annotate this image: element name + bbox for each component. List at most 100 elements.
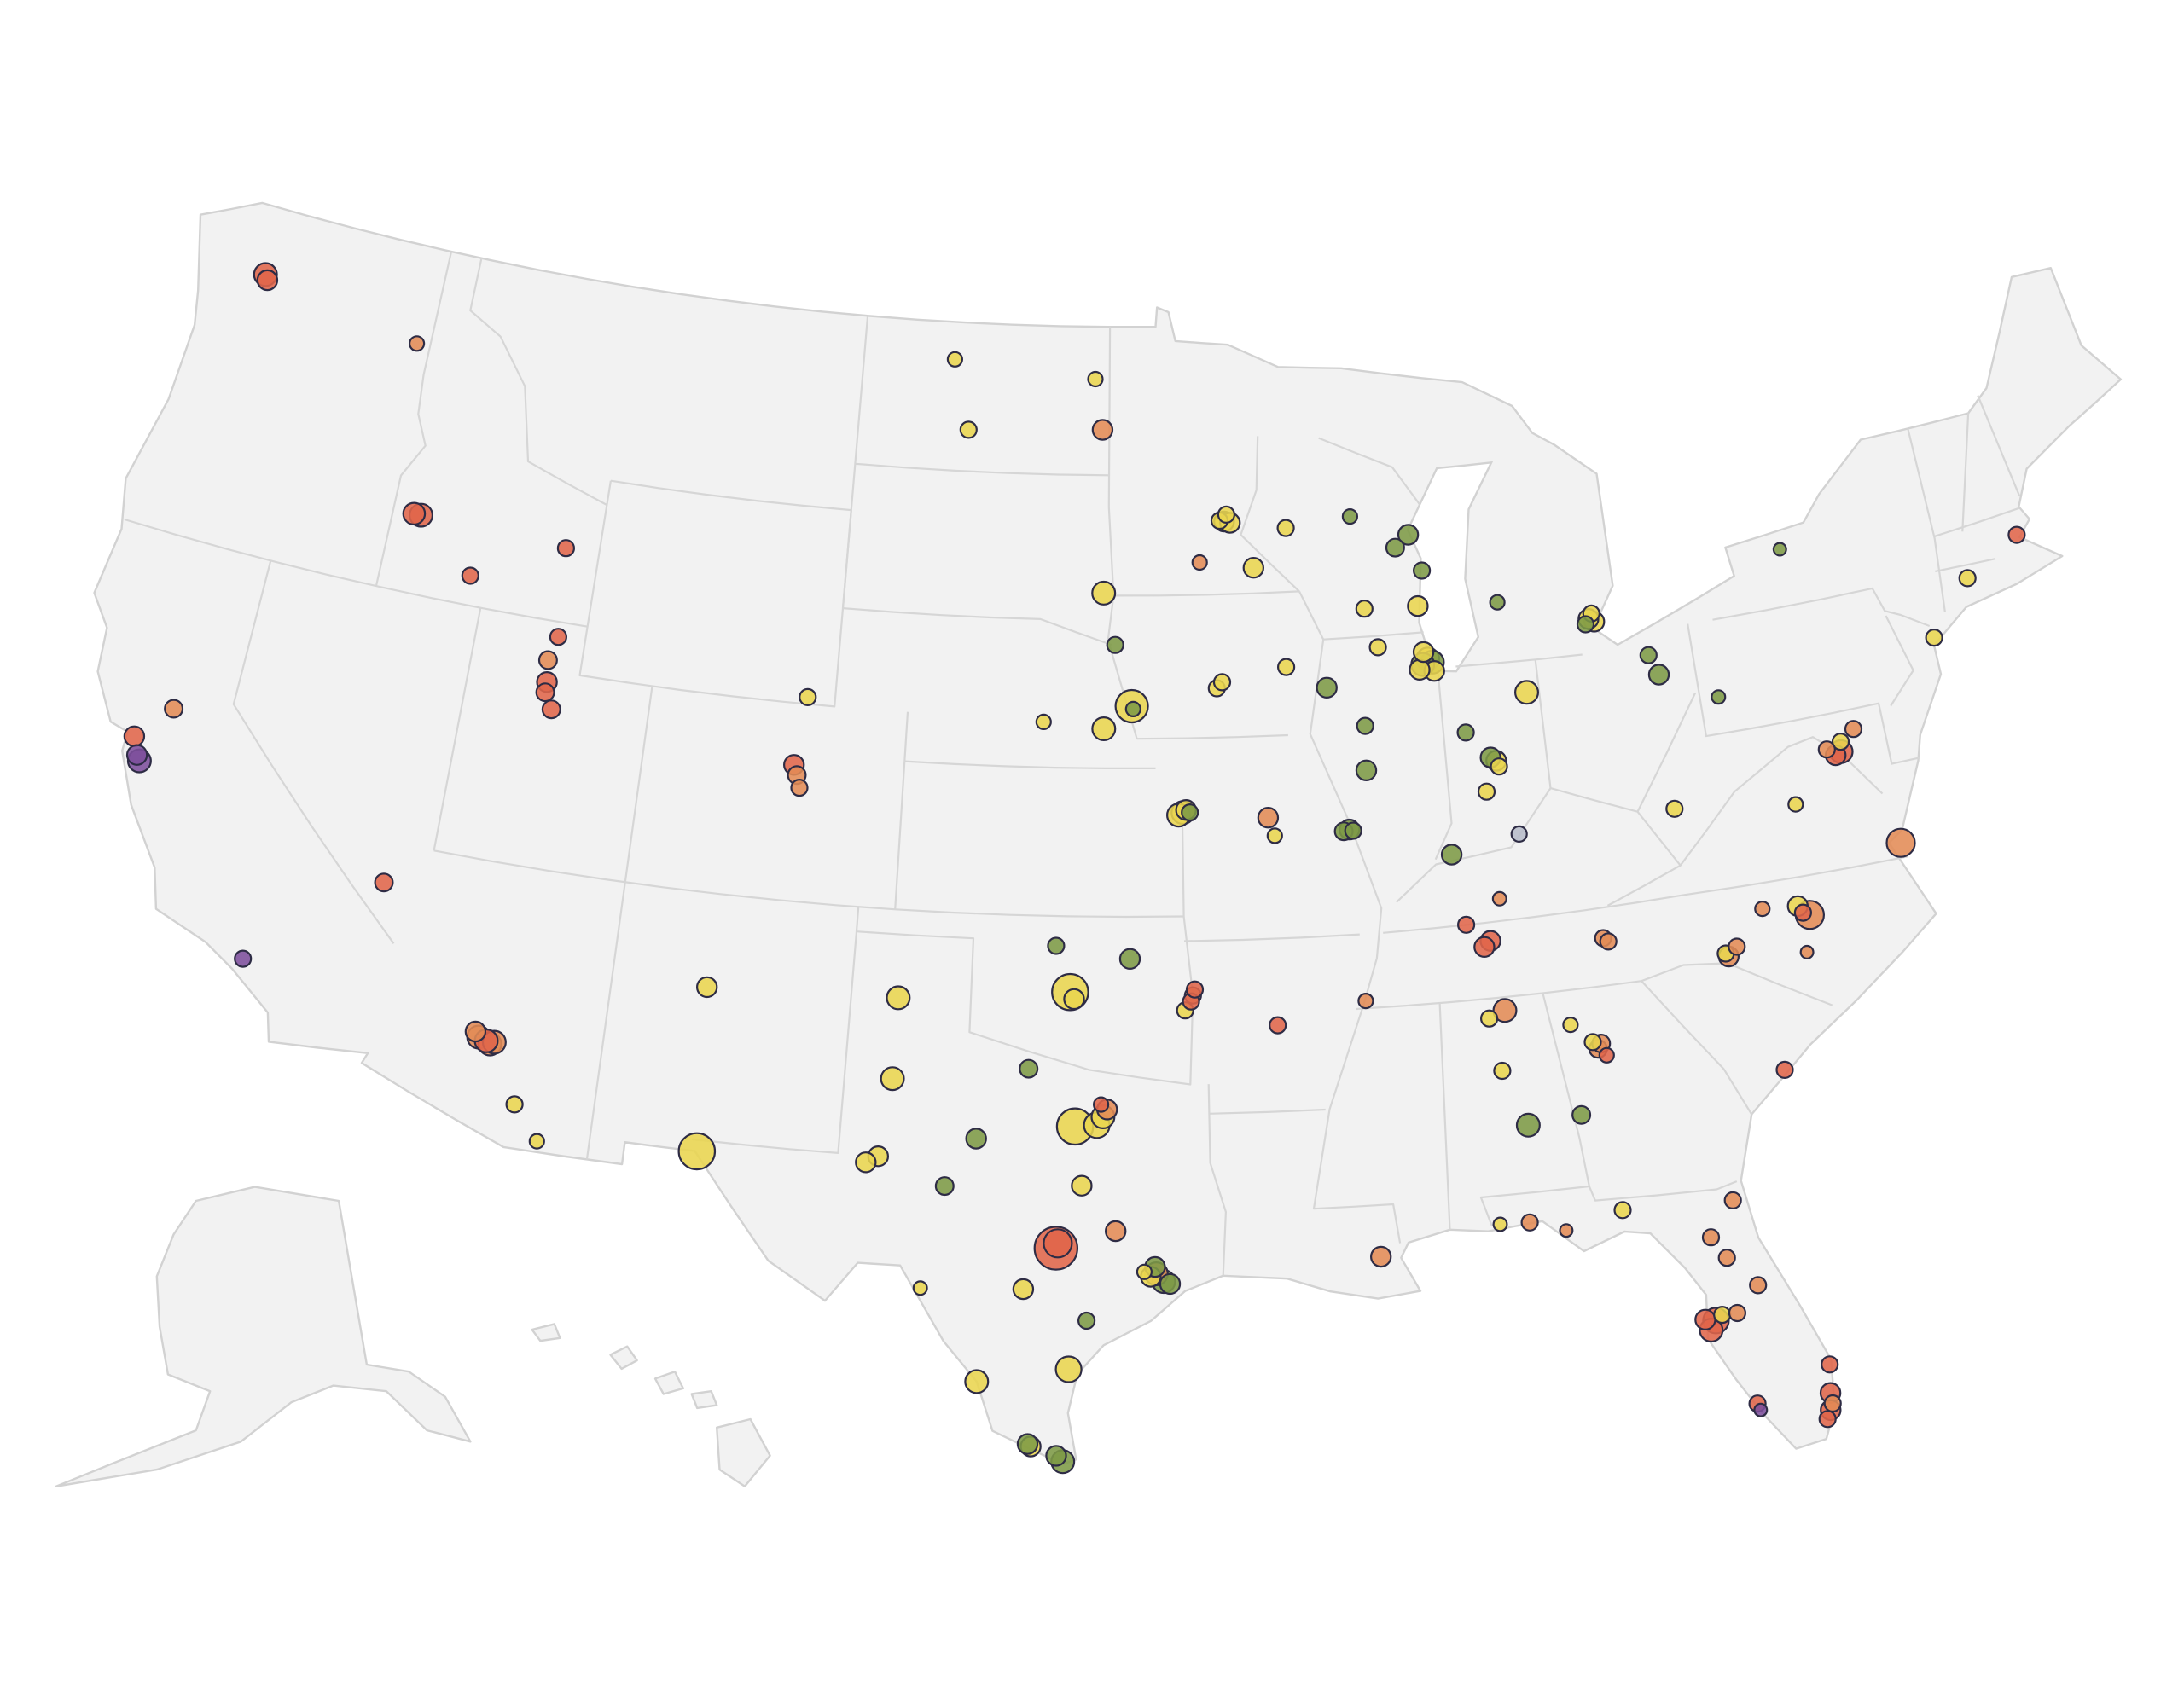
state-border xyxy=(1356,962,1833,1011)
bubble xyxy=(1510,825,1528,844)
state-border xyxy=(1907,428,1946,612)
bubble xyxy=(1925,628,1943,647)
bubble xyxy=(1124,700,1141,718)
bubble xyxy=(1091,716,1117,741)
bubble xyxy=(1492,1216,1508,1232)
bubble xyxy=(1817,740,1836,759)
bubble xyxy=(1104,1220,1127,1243)
bubble xyxy=(556,539,576,558)
bubble xyxy=(1043,1228,1073,1259)
state-border xyxy=(1641,980,1753,1116)
state-border xyxy=(1588,1180,1738,1202)
bubble xyxy=(1520,1213,1539,1232)
bubble xyxy=(1087,370,1104,388)
hawaii xyxy=(609,1345,638,1371)
state-border xyxy=(1323,631,1424,641)
bubble xyxy=(1118,948,1141,971)
bubble xyxy=(1412,641,1435,664)
state-border xyxy=(855,462,1110,477)
bubble xyxy=(1440,844,1463,866)
bubble xyxy=(1665,799,1684,818)
state-border xyxy=(1933,507,2020,538)
bubble xyxy=(461,566,479,585)
bubble xyxy=(535,682,555,703)
bubble xyxy=(1513,680,1539,705)
bubble xyxy=(1159,1272,1182,1296)
state-border xyxy=(1961,413,1970,532)
bubble xyxy=(1473,936,1496,959)
bubble xyxy=(1091,580,1117,606)
bubble xyxy=(1355,600,1374,618)
bubble xyxy=(2007,525,2026,544)
bubble xyxy=(1571,1104,1592,1125)
state-border xyxy=(1207,1084,1227,1276)
bubble xyxy=(549,628,568,646)
state-border xyxy=(1438,1003,1451,1230)
state-border xyxy=(691,931,858,1154)
state-border xyxy=(1935,558,1996,572)
bubble xyxy=(1492,998,1518,1023)
bubble xyxy=(1191,554,1208,571)
bubble xyxy=(880,1066,905,1092)
bubble xyxy=(1356,716,1374,735)
state-border xyxy=(1136,733,1288,740)
bubble xyxy=(1276,658,1296,676)
bubble xyxy=(1490,757,1508,776)
bubble xyxy=(1793,903,1812,922)
bubble xyxy=(1316,676,1338,699)
bubble xyxy=(677,1132,717,1171)
bubble xyxy=(1456,723,1475,742)
bubble xyxy=(1489,594,1506,611)
bubble xyxy=(374,872,394,893)
bubble xyxy=(1821,1355,1839,1374)
bubble xyxy=(964,1369,990,1394)
bubble xyxy=(912,1280,928,1296)
bubble xyxy=(537,650,558,670)
bubble xyxy=(1368,638,1387,657)
bubble xyxy=(1456,915,1476,934)
state-border xyxy=(1318,437,1420,505)
bubble xyxy=(1647,664,1670,686)
bubble xyxy=(1613,1201,1632,1220)
lake-michigan xyxy=(1406,461,1494,673)
state-border xyxy=(578,480,852,708)
bubble xyxy=(1723,1191,1742,1210)
bubble xyxy=(409,335,426,352)
state-border xyxy=(1183,933,1360,942)
bubble xyxy=(1717,1249,1736,1267)
bubble xyxy=(1559,1223,1574,1238)
state-border xyxy=(842,607,1112,646)
bubble xyxy=(1341,507,1359,525)
bubble xyxy=(1266,827,1283,844)
bubble xyxy=(946,351,964,368)
bubble xyxy=(1092,1096,1110,1113)
bubble xyxy=(1047,936,1066,955)
bubble xyxy=(1035,713,1052,731)
bubble xyxy=(1369,1245,1392,1268)
bubble xyxy=(1576,615,1595,634)
bubble xyxy=(1181,803,1199,822)
bubble xyxy=(123,725,146,748)
bubble xyxy=(1385,537,1405,558)
bubble xyxy=(1045,1445,1067,1467)
bubble xyxy=(541,699,561,720)
bubble xyxy=(1409,658,1431,681)
state-border xyxy=(585,686,653,1160)
state-border xyxy=(1885,615,1914,707)
bubble xyxy=(1063,988,1085,1011)
bubble xyxy=(1728,1303,1747,1323)
bubble xyxy=(1885,827,1916,858)
bubble xyxy=(464,1020,487,1043)
bubble xyxy=(1493,1061,1512,1081)
bubble xyxy=(402,501,427,526)
state-border xyxy=(1181,812,1185,917)
state-border xyxy=(855,907,1194,1086)
state-border xyxy=(232,560,395,944)
bubble xyxy=(1818,1410,1837,1429)
bubble xyxy=(855,1151,877,1174)
state-border xyxy=(1298,590,1402,1244)
state-border xyxy=(375,251,453,587)
bubble xyxy=(1598,1046,1615,1064)
bubble xyxy=(1583,1033,1602,1052)
bubble xyxy=(1799,944,1815,959)
